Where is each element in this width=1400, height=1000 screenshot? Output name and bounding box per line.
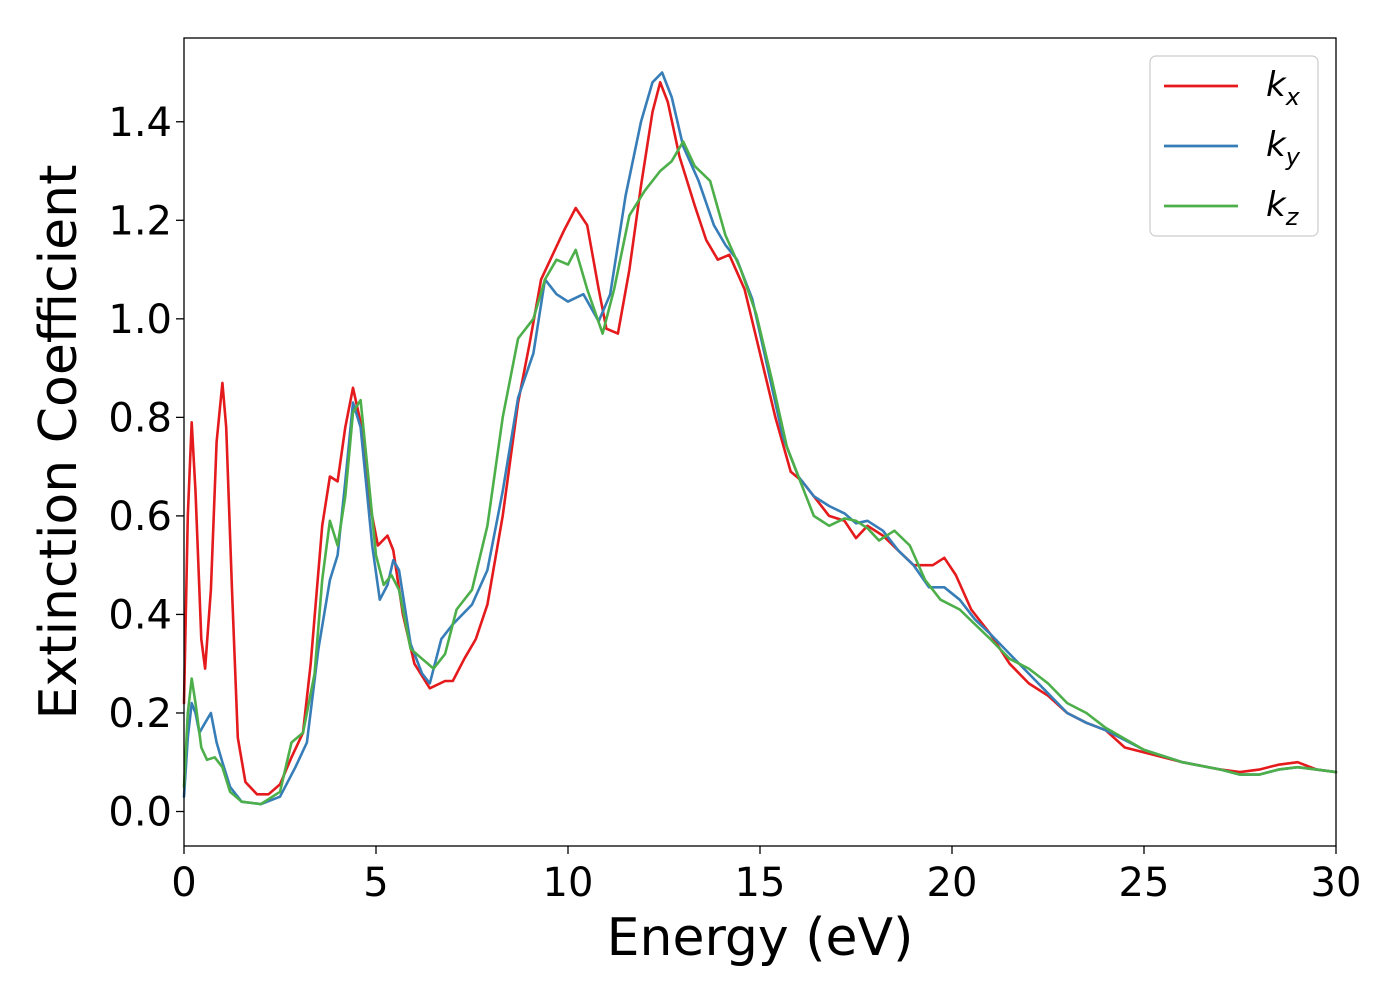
x-tick-label: 25 [1119, 860, 1170, 906]
x-tick-label: 5 [363, 860, 388, 906]
y-tick-label: 1.0 [108, 297, 172, 343]
x-tick-label: 10 [543, 860, 594, 906]
y-tick-label: 0.2 [108, 691, 172, 737]
y-tick-label: 1.4 [108, 100, 172, 146]
x-axis: 0 5 10 15 20 25 30 [171, 846, 1361, 906]
legend-label-z: kz [1266, 185, 1300, 231]
y-tick-label: 0.0 [108, 790, 172, 836]
series-line-y [182, 71, 1338, 806]
legend: kx ky kz [1149, 55, 1319, 237]
series-layer [182, 71, 1338, 806]
series-line-z [182, 140, 1338, 806]
y-tick-label: 1.2 [108, 198, 172, 244]
y-axis-title: Extinction Coefficient [29, 165, 89, 720]
y-axis: 0.0 0.2 0.4 0.6 0.8 1.0 1.2 1.4 [108, 100, 184, 836]
x-axis-title: Energy (eV) [607, 908, 914, 968]
legend-label-y: ky [1266, 125, 1301, 171]
y-tick-label: 0.8 [108, 395, 172, 441]
x-tick-label: 30 [1311, 860, 1362, 906]
y-tick-label: 0.4 [108, 592, 172, 638]
x-tick-label: 15 [735, 860, 786, 906]
legend-label-x: kx [1266, 65, 1301, 111]
x-tick-label: 0 [171, 860, 196, 906]
y-tick-label: 0.6 [108, 494, 172, 540]
x-tick-label: 20 [927, 860, 978, 906]
